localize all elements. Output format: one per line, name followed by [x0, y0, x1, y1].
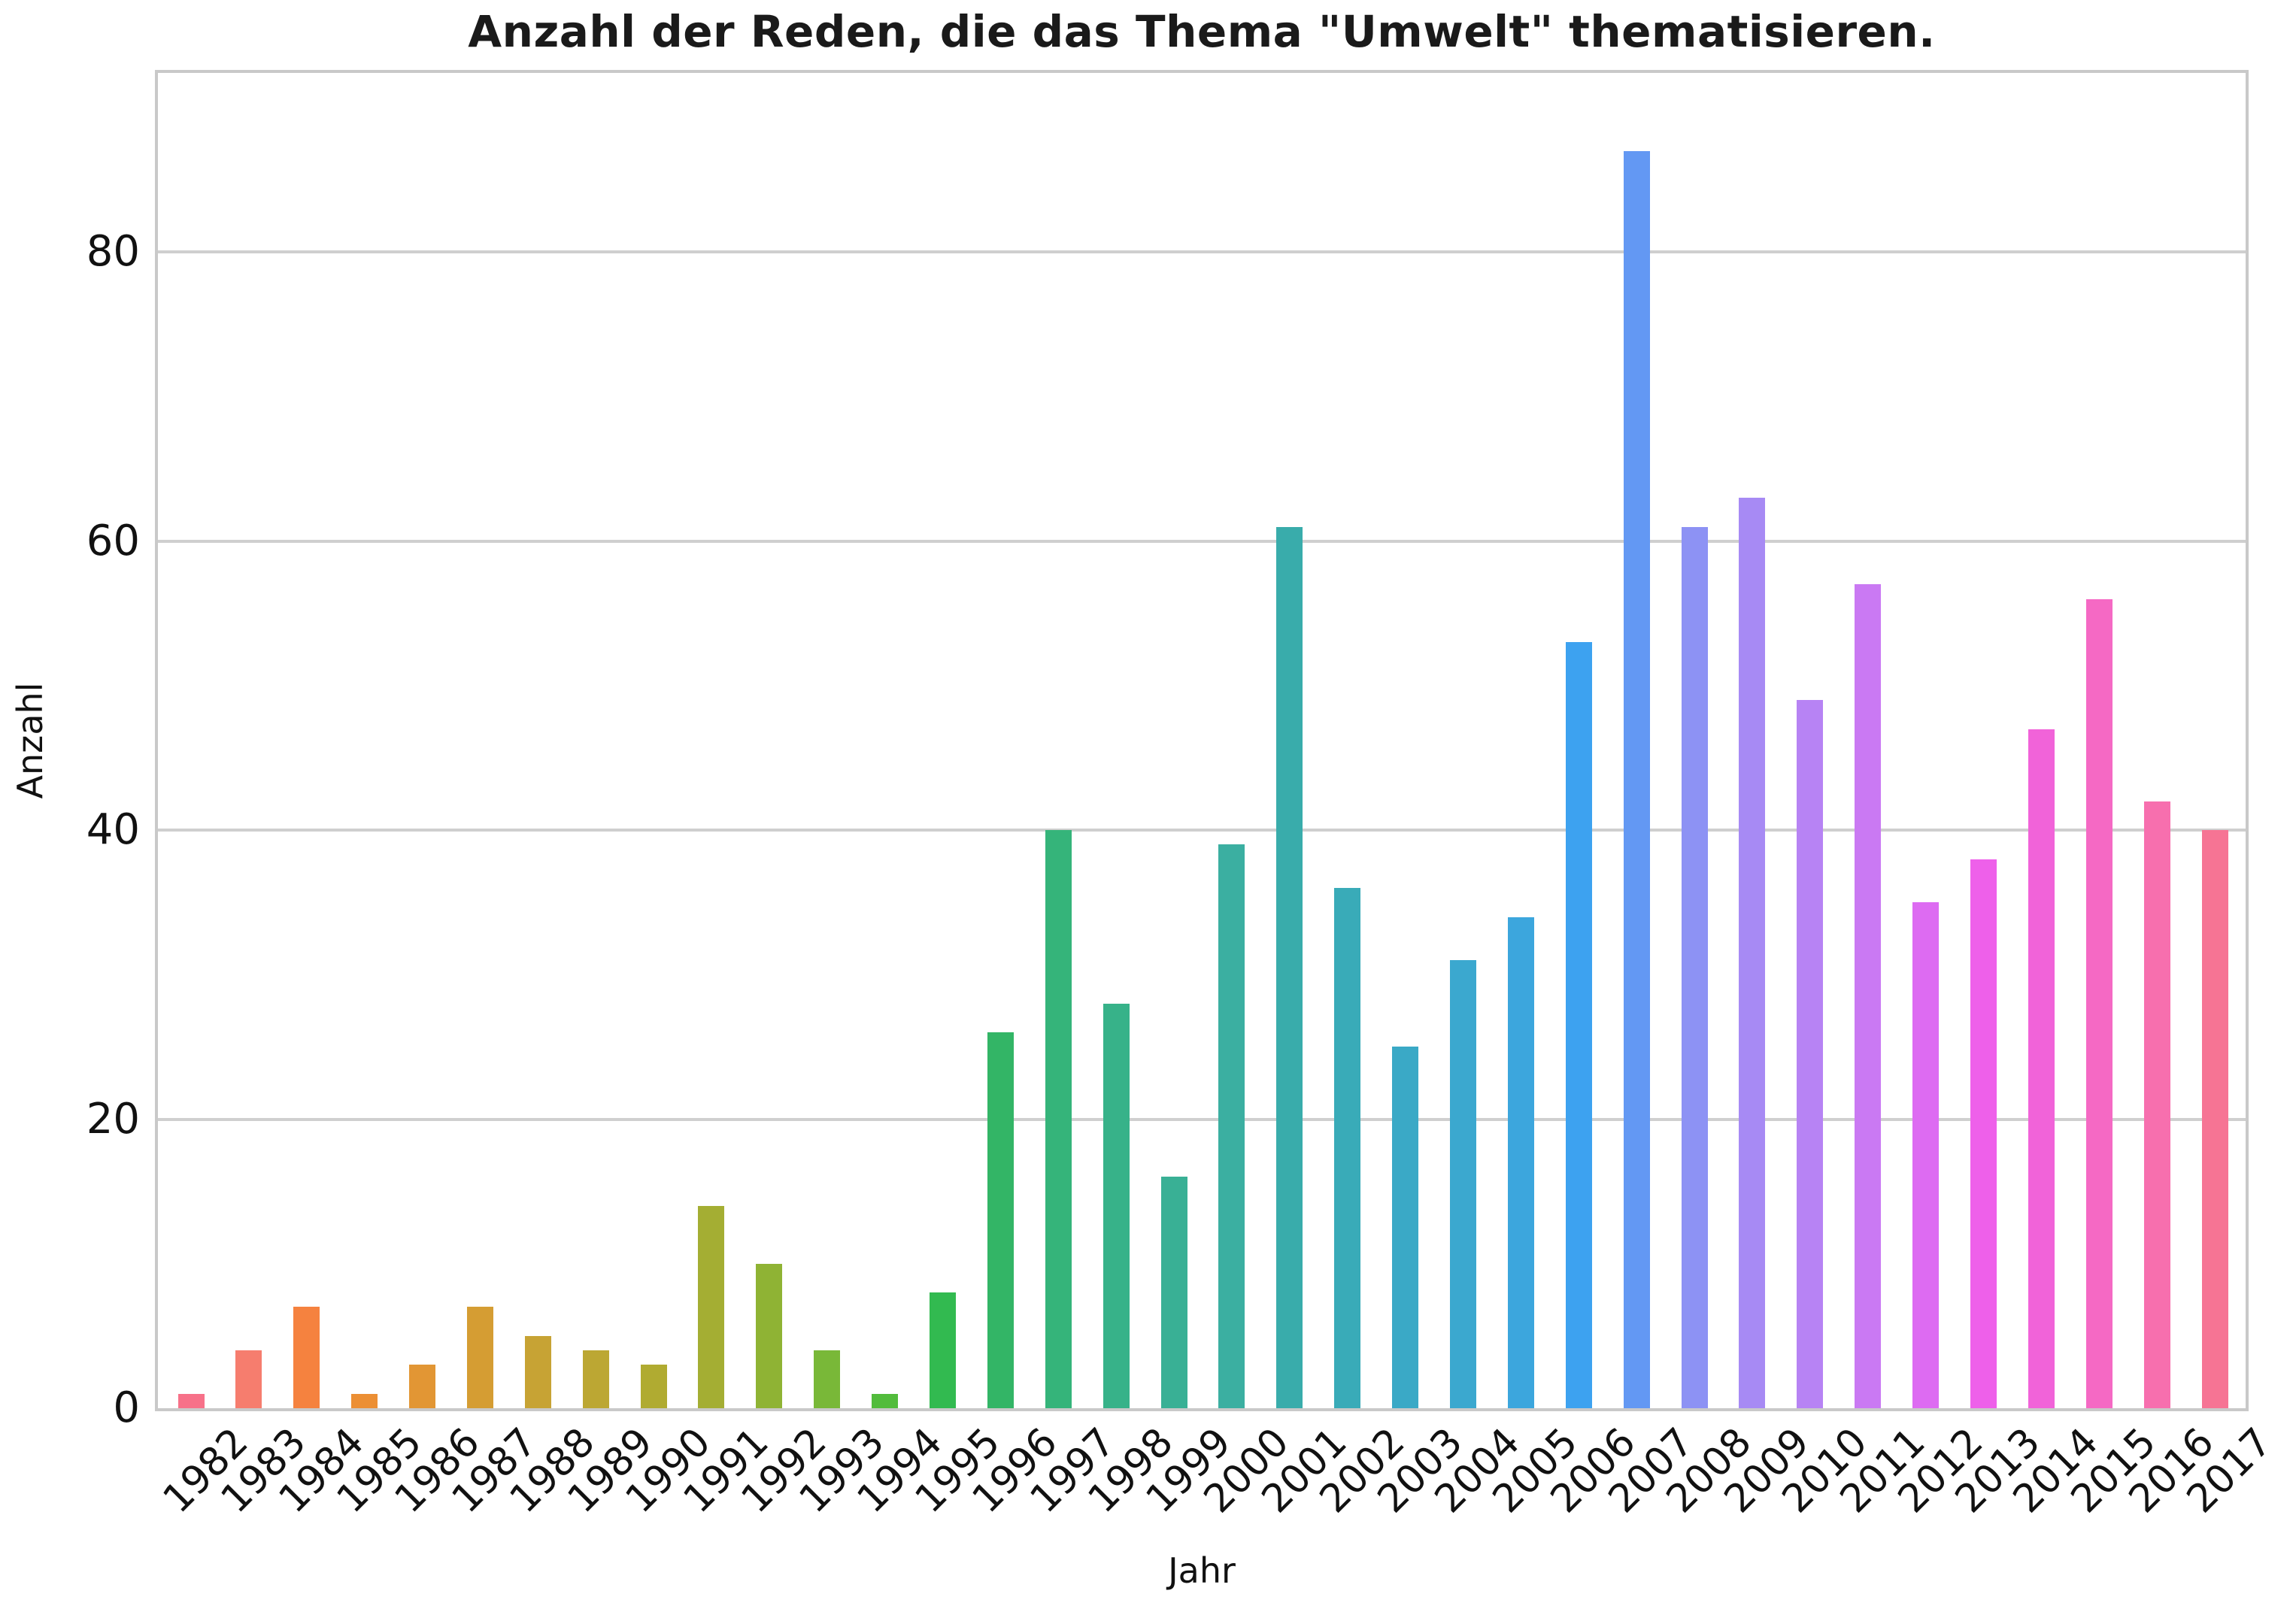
bar-1994: [872, 1393, 899, 1408]
bar-1982: [177, 1393, 205, 1408]
bar-2004: [1449, 960, 1476, 1408]
bar-1995: [930, 1292, 957, 1408]
bar-2005: [1507, 917, 1534, 1408]
bar-2016: [2143, 801, 2170, 1408]
y-tick-label-0: 0: [113, 1383, 140, 1432]
y-tick-label-60: 60: [86, 516, 140, 565]
bar-1996: [987, 1032, 1014, 1408]
bar-2015: [2085, 598, 2113, 1408]
bar-2010: [1797, 700, 1824, 1408]
bar-1990: [640, 1365, 667, 1408]
bar-1988: [524, 1335, 551, 1408]
x-axis-label: Jahr: [1168, 1550, 1236, 1591]
bar-1991: [698, 1205, 725, 1408]
bar-2012: [1912, 902, 1940, 1408]
bar-1986: [409, 1365, 436, 1408]
y-tick-label-40: 40: [86, 805, 140, 855]
bar-2002: [1334, 888, 1361, 1408]
bar-2001: [1276, 526, 1303, 1408]
bar-1989: [582, 1350, 609, 1408]
bar-2008: [1681, 526, 1708, 1408]
bar-2014: [2028, 729, 2055, 1408]
bar-1987: [466, 1307, 493, 1408]
bar-2000: [1218, 844, 1245, 1408]
y-tick-label-20: 20: [86, 1094, 140, 1144]
bar-2009: [1739, 498, 1766, 1408]
bar-2013: [1970, 859, 1997, 1408]
gridline: [158, 829, 2246, 832]
bar-2007: [1623, 150, 1650, 1408]
y-tick-label-80: 80: [86, 227, 140, 277]
gridline: [158, 1117, 2246, 1121]
bar-1998: [1103, 1003, 1130, 1408]
plot-area: [155, 70, 2249, 1411]
chart-title: Anzahl der Reden, die das Thema "Umwelt"…: [468, 6, 1936, 57]
bar-1984: [293, 1307, 320, 1408]
bar-1985: [351, 1393, 378, 1408]
bar-1997: [1045, 830, 1072, 1408]
bar-2011: [1855, 584, 1882, 1408]
y-axis-label: Anzahl: [10, 682, 50, 799]
gridline: [158, 539, 2246, 543]
gridline: [158, 250, 2246, 254]
bar-2006: [1565, 642, 1592, 1408]
bar-1992: [756, 1263, 783, 1408]
bar-1999: [1160, 1177, 1187, 1408]
bar-2003: [1392, 1047, 1419, 1408]
bar-1983: [235, 1350, 262, 1408]
bar-1993: [814, 1350, 841, 1408]
bar-2017: [2201, 830, 2228, 1408]
